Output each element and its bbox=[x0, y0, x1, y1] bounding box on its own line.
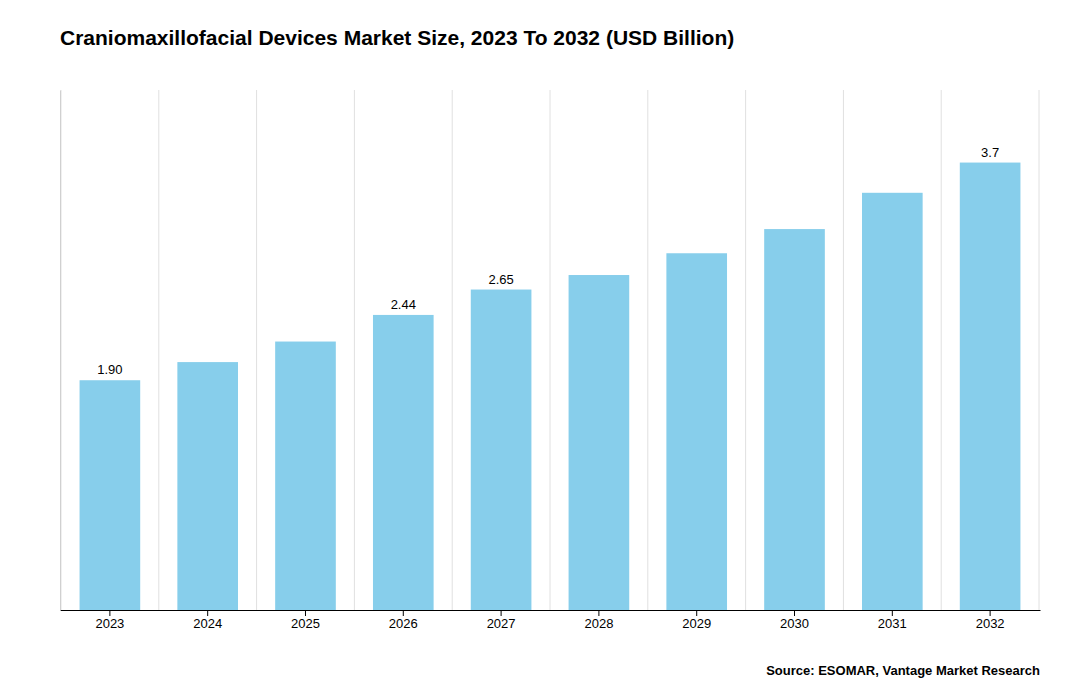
bar bbox=[177, 362, 238, 610]
plot-area: 1.902.442.653.72023202420252026202720282… bbox=[61, 90, 1041, 631]
x-tick-label: 2028 bbox=[584, 616, 613, 631]
chart-svg: 1.902.442.653.72023202420252026202720282… bbox=[0, 0, 1080, 700]
x-tick-label: 2023 bbox=[95, 616, 124, 631]
data-label: 3.7 bbox=[981, 145, 999, 160]
title: Craniomaxillofacial Devices Market Size,… bbox=[60, 26, 734, 49]
bars bbox=[80, 163, 1021, 610]
bar bbox=[471, 290, 532, 610]
annotation: Source: ESOMAR, Vantage Market Research bbox=[766, 663, 1040, 678]
grid-line bbox=[843, 90, 844, 610]
bar bbox=[666, 253, 727, 610]
grid-line bbox=[452, 90, 453, 610]
grid-line bbox=[354, 90, 355, 610]
x-tick: 2027 bbox=[487, 610, 516, 631]
x-tick-mark bbox=[696, 610, 697, 616]
x-tick-label: 2030 bbox=[780, 616, 809, 631]
x-tick-mark bbox=[403, 610, 404, 616]
x-tick: 2026 bbox=[389, 610, 418, 631]
x-axis: 2023 2024 2025 2026 2027 2028 2029 2030 2031 2032 bbox=[61, 610, 1041, 631]
grid-line bbox=[158, 90, 159, 610]
grid-line bbox=[941, 90, 942, 610]
data-label: 2.65 bbox=[488, 272, 513, 287]
bar bbox=[569, 275, 630, 610]
x-tick: 2028 bbox=[584, 610, 613, 631]
bar bbox=[862, 193, 923, 610]
x-tick: 2032 bbox=[976, 610, 1005, 631]
x-tick-label: 2027 bbox=[487, 616, 516, 631]
y-axis-line bbox=[60, 91, 61, 611]
grid-line bbox=[745, 90, 746, 610]
x-tick-mark bbox=[794, 610, 795, 616]
bar bbox=[960, 163, 1021, 610]
grid-line bbox=[1039, 90, 1040, 610]
data-label: 2.44 bbox=[391, 297, 416, 312]
grid-line bbox=[60, 90, 61, 610]
x-tick-mark bbox=[501, 610, 502, 616]
x-tick-label: 2029 bbox=[682, 616, 711, 631]
grid-line bbox=[550, 90, 551, 610]
x-tick: 2024 bbox=[193, 610, 222, 631]
x-tick-mark bbox=[892, 610, 893, 616]
x-tick-label: 2024 bbox=[193, 616, 222, 631]
grid-line bbox=[647, 90, 648, 610]
x-tick-mark bbox=[109, 610, 110, 616]
x-tick: 2031 bbox=[878, 610, 907, 631]
bar bbox=[275, 342, 336, 610]
x-tick-mark bbox=[990, 610, 991, 616]
x-tick: 2023 bbox=[95, 610, 124, 631]
bar bbox=[80, 380, 141, 610]
x-tick-label: 2026 bbox=[389, 616, 418, 631]
x-tick: 2025 bbox=[291, 610, 320, 631]
bar bbox=[764, 229, 825, 610]
y-axis bbox=[60, 91, 61, 611]
x-tick-mark bbox=[207, 610, 208, 616]
x-tick: 2029 bbox=[682, 610, 711, 631]
x-tick-label: 2025 bbox=[291, 616, 320, 631]
x-tick: 2030 bbox=[780, 610, 809, 631]
x-tick-label: 2031 bbox=[878, 616, 907, 631]
x-tick-mark bbox=[305, 610, 306, 616]
data-label: 1.90 bbox=[97, 362, 122, 377]
bar bbox=[373, 315, 434, 610]
x-tick-label: 2032 bbox=[976, 616, 1005, 631]
grid-line bbox=[256, 90, 257, 610]
x-tick-mark bbox=[598, 610, 599, 616]
data-labels: 1.90 2.44 2.65 3.7 bbox=[97, 145, 999, 378]
grid bbox=[61, 90, 1039, 610]
